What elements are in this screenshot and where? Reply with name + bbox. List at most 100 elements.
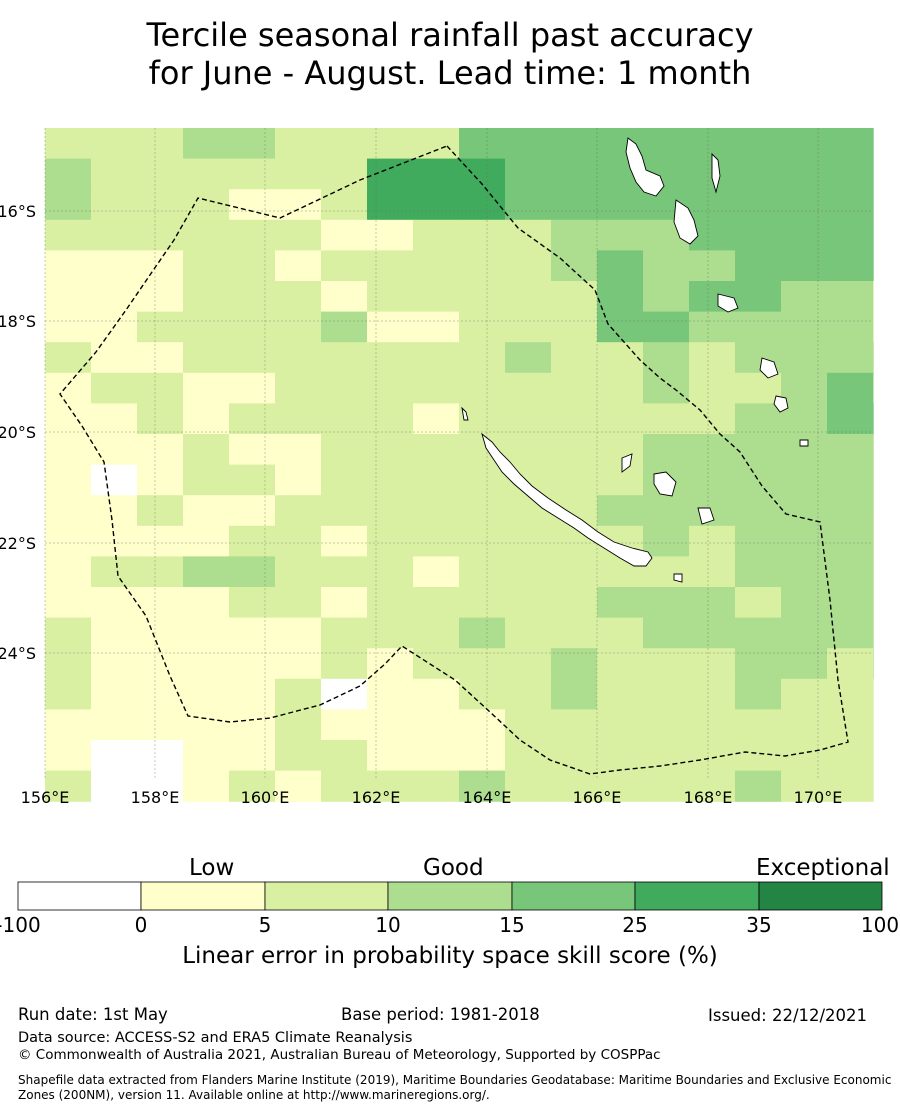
skill-cell	[643, 648, 690, 680]
skill-cell	[459, 495, 506, 527]
skill-cell	[597, 464, 644, 496]
vanuatu-santo-coastline	[625, 137, 665, 197]
skill-cell	[413, 342, 460, 374]
skill-cell	[91, 740, 138, 772]
skill-cell	[597, 617, 644, 649]
skill-cell	[45, 464, 92, 496]
skill-cell	[643, 403, 690, 435]
skill-cell	[597, 403, 644, 435]
skill-cell	[597, 250, 644, 282]
skill-cell	[551, 219, 598, 251]
skill-cell	[321, 464, 368, 496]
skill-cell	[689, 648, 736, 680]
skill-cell	[551, 434, 598, 466]
skill-cell	[321, 250, 368, 282]
skill-cell	[781, 495, 828, 527]
skill-cell	[91, 464, 138, 496]
skill-cell	[873, 740, 874, 772]
skill-cell	[827, 556, 874, 588]
skill-cell	[827, 342, 874, 374]
colorbar-segment	[511, 881, 636, 911]
skill-cell	[413, 158, 460, 190]
skill-cell	[229, 587, 276, 619]
skill-cell	[183, 525, 230, 557]
skill-cell	[551, 250, 598, 282]
skill-cell	[827, 158, 874, 190]
skill-cell	[275, 587, 322, 619]
skill-cell	[735, 740, 782, 772]
skill-cell	[367, 189, 414, 221]
skill-cell	[505, 617, 552, 649]
skill-cell	[827, 587, 874, 619]
skill-cell	[689, 525, 736, 557]
skill-cell	[229, 434, 276, 466]
skill-cell	[597, 219, 644, 251]
skill-cell	[781, 770, 828, 802]
skill-cell	[505, 128, 552, 160]
skill-cell	[459, 311, 506, 343]
skill-cell	[643, 311, 690, 343]
skill-cell	[275, 219, 322, 251]
skill-cell	[689, 189, 736, 221]
skill-cell	[597, 372, 644, 404]
skill-cell	[91, 342, 138, 374]
colorbar-tick: -100	[0, 913, 41, 937]
skill-cell	[413, 587, 460, 619]
skill-cell	[735, 617, 782, 649]
skill-cell	[873, 281, 874, 313]
skill-cell	[689, 464, 736, 496]
skill-cell	[781, 158, 828, 190]
vanuatu-tanna-coastline	[759, 357, 779, 379]
skill-cell	[137, 464, 184, 496]
skill-cell	[781, 403, 828, 435]
skill-cell	[643, 740, 690, 772]
skill-cell	[413, 372, 460, 404]
skill-cell	[827, 372, 874, 404]
skill-cell	[781, 556, 828, 588]
skill-cell	[413, 678, 460, 710]
colorbar-tick: 35	[746, 913, 772, 937]
skill-cell	[275, 556, 322, 588]
skill-cell	[597, 434, 644, 466]
skill-cell	[505, 189, 552, 221]
latitude-label: 16°S	[0, 202, 36, 221]
skill-cell	[275, 770, 322, 802]
skill-cell	[321, 403, 368, 435]
skill-cell	[321, 740, 368, 772]
colorbar-tick: 25	[622, 913, 648, 937]
skill-cell	[781, 281, 828, 313]
longitude-label: 156°E	[21, 788, 70, 807]
category-good: Good	[423, 855, 484, 881]
skill-cell	[413, 740, 460, 772]
skill-cell	[735, 770, 782, 802]
skill-cell	[91, 128, 138, 160]
skill-cell	[459, 342, 506, 374]
skill-cell	[413, 617, 460, 649]
skill-grid-cells	[45, 128, 874, 802]
skill-cell	[735, 281, 782, 313]
skill-cell	[643, 250, 690, 282]
skill-cell	[643, 281, 690, 313]
skill-cell	[873, 648, 874, 680]
skill-cell	[367, 648, 414, 680]
skill-cell	[45, 189, 92, 221]
skill-cell	[413, 250, 460, 282]
skill-cell	[827, 189, 874, 221]
skill-cell	[367, 495, 414, 527]
skill-cell	[91, 770, 138, 802]
skill-cell	[321, 372, 368, 404]
skill-cell	[137, 128, 184, 160]
skill-cell	[459, 525, 506, 557]
skill-cell	[321, 189, 368, 221]
skill-cell	[91, 678, 138, 710]
skill-cell	[551, 464, 598, 496]
skill-cell	[275, 617, 322, 649]
skill-cell	[137, 740, 184, 772]
skill-cell	[827, 128, 874, 160]
skill-cell	[367, 770, 414, 802]
skill-cell	[229, 128, 276, 160]
skill-cell	[91, 495, 138, 527]
colorbar-segment	[634, 881, 760, 911]
skill-cell	[735, 219, 782, 251]
skill-cell	[735, 189, 782, 221]
